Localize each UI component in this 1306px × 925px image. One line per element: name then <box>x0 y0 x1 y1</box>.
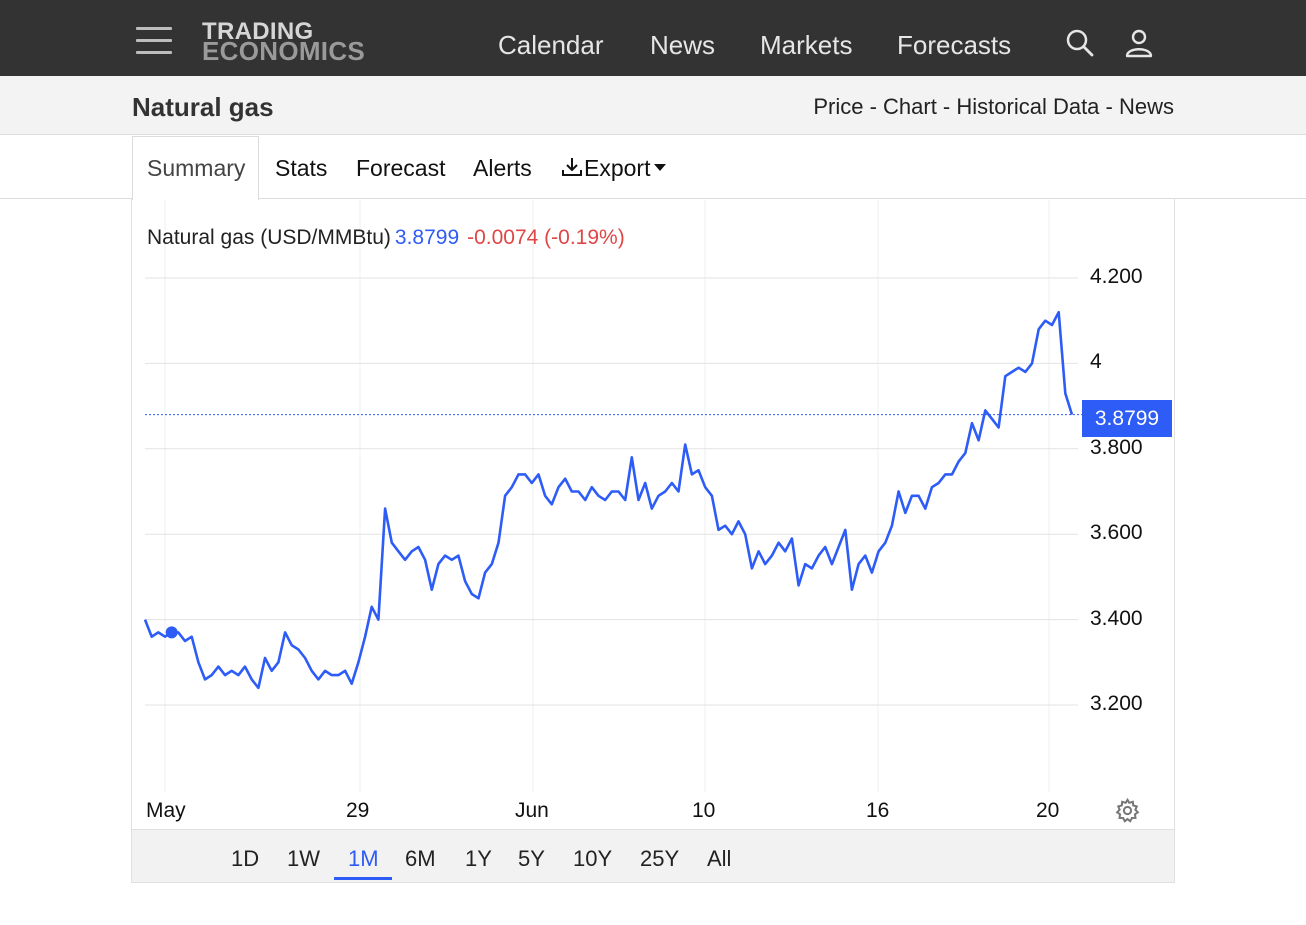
range-button-6m[interactable]: 6M <box>405 846 436 871</box>
tab-alerts[interactable]: Alerts <box>473 155 532 181</box>
nav-forecasts[interactable]: Forecasts <box>897 30 1012 60</box>
x-tick-label: 20 <box>1036 799 1060 822</box>
search-icon[interactable] <box>1065 28 1095 58</box>
y-tick-label: 3.600 <box>1090 521 1143 545</box>
logo-line2: ECONOMICS <box>202 36 366 66</box>
series-line <box>143 310 1074 690</box>
range-button-1y[interactable]: 1Y <box>465 846 492 871</box>
y-tick-label: 3.200 <box>1090 692 1143 715</box>
top-navbar <box>0 0 1306 76</box>
range-button-all[interactable]: All <box>707 846 732 871</box>
breadcrumb-price[interactable]: Price <box>813 94 864 119</box>
range-button-5y[interactable]: 5Y <box>518 846 545 871</box>
breadcrumb-separator: - <box>936 94 957 119</box>
tab-summary-box <box>132 136 259 200</box>
x-tick-label: 29 <box>346 799 370 822</box>
last-price-badge: 3.8799 <box>1082 400 1172 437</box>
range-button-10y[interactable]: 10Y <box>573 846 613 871</box>
y-tick-label: 3.800 <box>1090 435 1143 459</box>
range-selector <box>132 829 1174 882</box>
breadcrumb: Price - Chart - Historical Data - News <box>813 94 1174 120</box>
chart-container <box>131 199 1175 883</box>
range-button-1m[interactable]: 1M <box>348 846 379 871</box>
tab-summary[interactable]: Summary <box>147 155 246 181</box>
vertical-grid <box>164 200 1050 792</box>
caret-down-icon <box>654 164 667 171</box>
user-icon[interactable] <box>1124 28 1154 58</box>
export-label: Export <box>584 155 651 181</box>
range-button-1d[interactable]: 1D <box>231 846 260 871</box>
nav-news[interactable]: News <box>650 30 716 60</box>
chart-legend: Natural gas (USD/MMBtu) 3.8799 -0.0074 (-0… <box>147 226 625 250</box>
tab-stats[interactable]: Stats <box>275 155 328 181</box>
range-button-25y[interactable]: 25Y <box>640 846 680 871</box>
x-tick-label: May <box>146 799 186 822</box>
menu-icon[interactable] <box>136 27 172 55</box>
x-tick-label: Jun <box>515 799 549 822</box>
site-logo[interactable]: TRADING ECONOMICS <box>202 18 366 66</box>
x-tick-label: 10 <box>692 799 716 822</box>
gear-icon[interactable] <box>1114 797 1141 824</box>
nav-markets[interactable]: Markets <box>760 30 853 60</box>
breadcrumb-news[interactable]: News <box>1118 94 1174 119</box>
legend-name: Natural gas (USD/MMBtu) <box>147 226 391 249</box>
breadcrumb-historical-data[interactable]: Historical Data <box>956 94 1100 119</box>
series-start-marker <box>165 626 178 639</box>
range-active-underline <box>334 877 392 880</box>
tab-forecast[interactable]: Forecast <box>356 155 446 181</box>
y-tick-label: 3.400 <box>1090 606 1143 630</box>
breadcrumb-separator: - <box>863 94 884 119</box>
tab-export[interactable]: Export <box>560 155 667 182</box>
range-button-1w[interactable]: 1W <box>287 846 320 871</box>
page-title: Natural gas <box>132 92 274 122</box>
x-tick-label: 16 <box>866 799 890 822</box>
horizontal-grid <box>145 277 1078 706</box>
nav-calendar[interactable]: Calendar <box>498 30 604 60</box>
tabs-divider <box>0 198 1306 199</box>
sub-header <box>0 76 1306 135</box>
logo-line1: TRADING <box>202 18 314 45</box>
legend-value: 3.8799 <box>394 226 460 249</box>
y-tick-label: 4 <box>1090 350 1102 374</box>
download-icon <box>562 158 582 176</box>
y-tick-label: 4.200 <box>1090 265 1143 288</box>
breadcrumb-chart[interactable]: Chart <box>883 94 937 119</box>
breadcrumb-separator: - <box>1099 94 1119 119</box>
legend-change: -0.0074 (-0.19%) <box>467 226 625 249</box>
